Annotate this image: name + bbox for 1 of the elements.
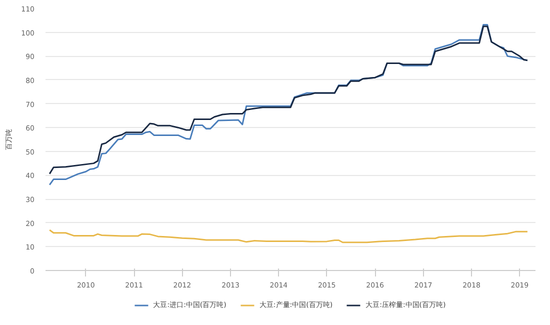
line-series [48, 229, 528, 244]
